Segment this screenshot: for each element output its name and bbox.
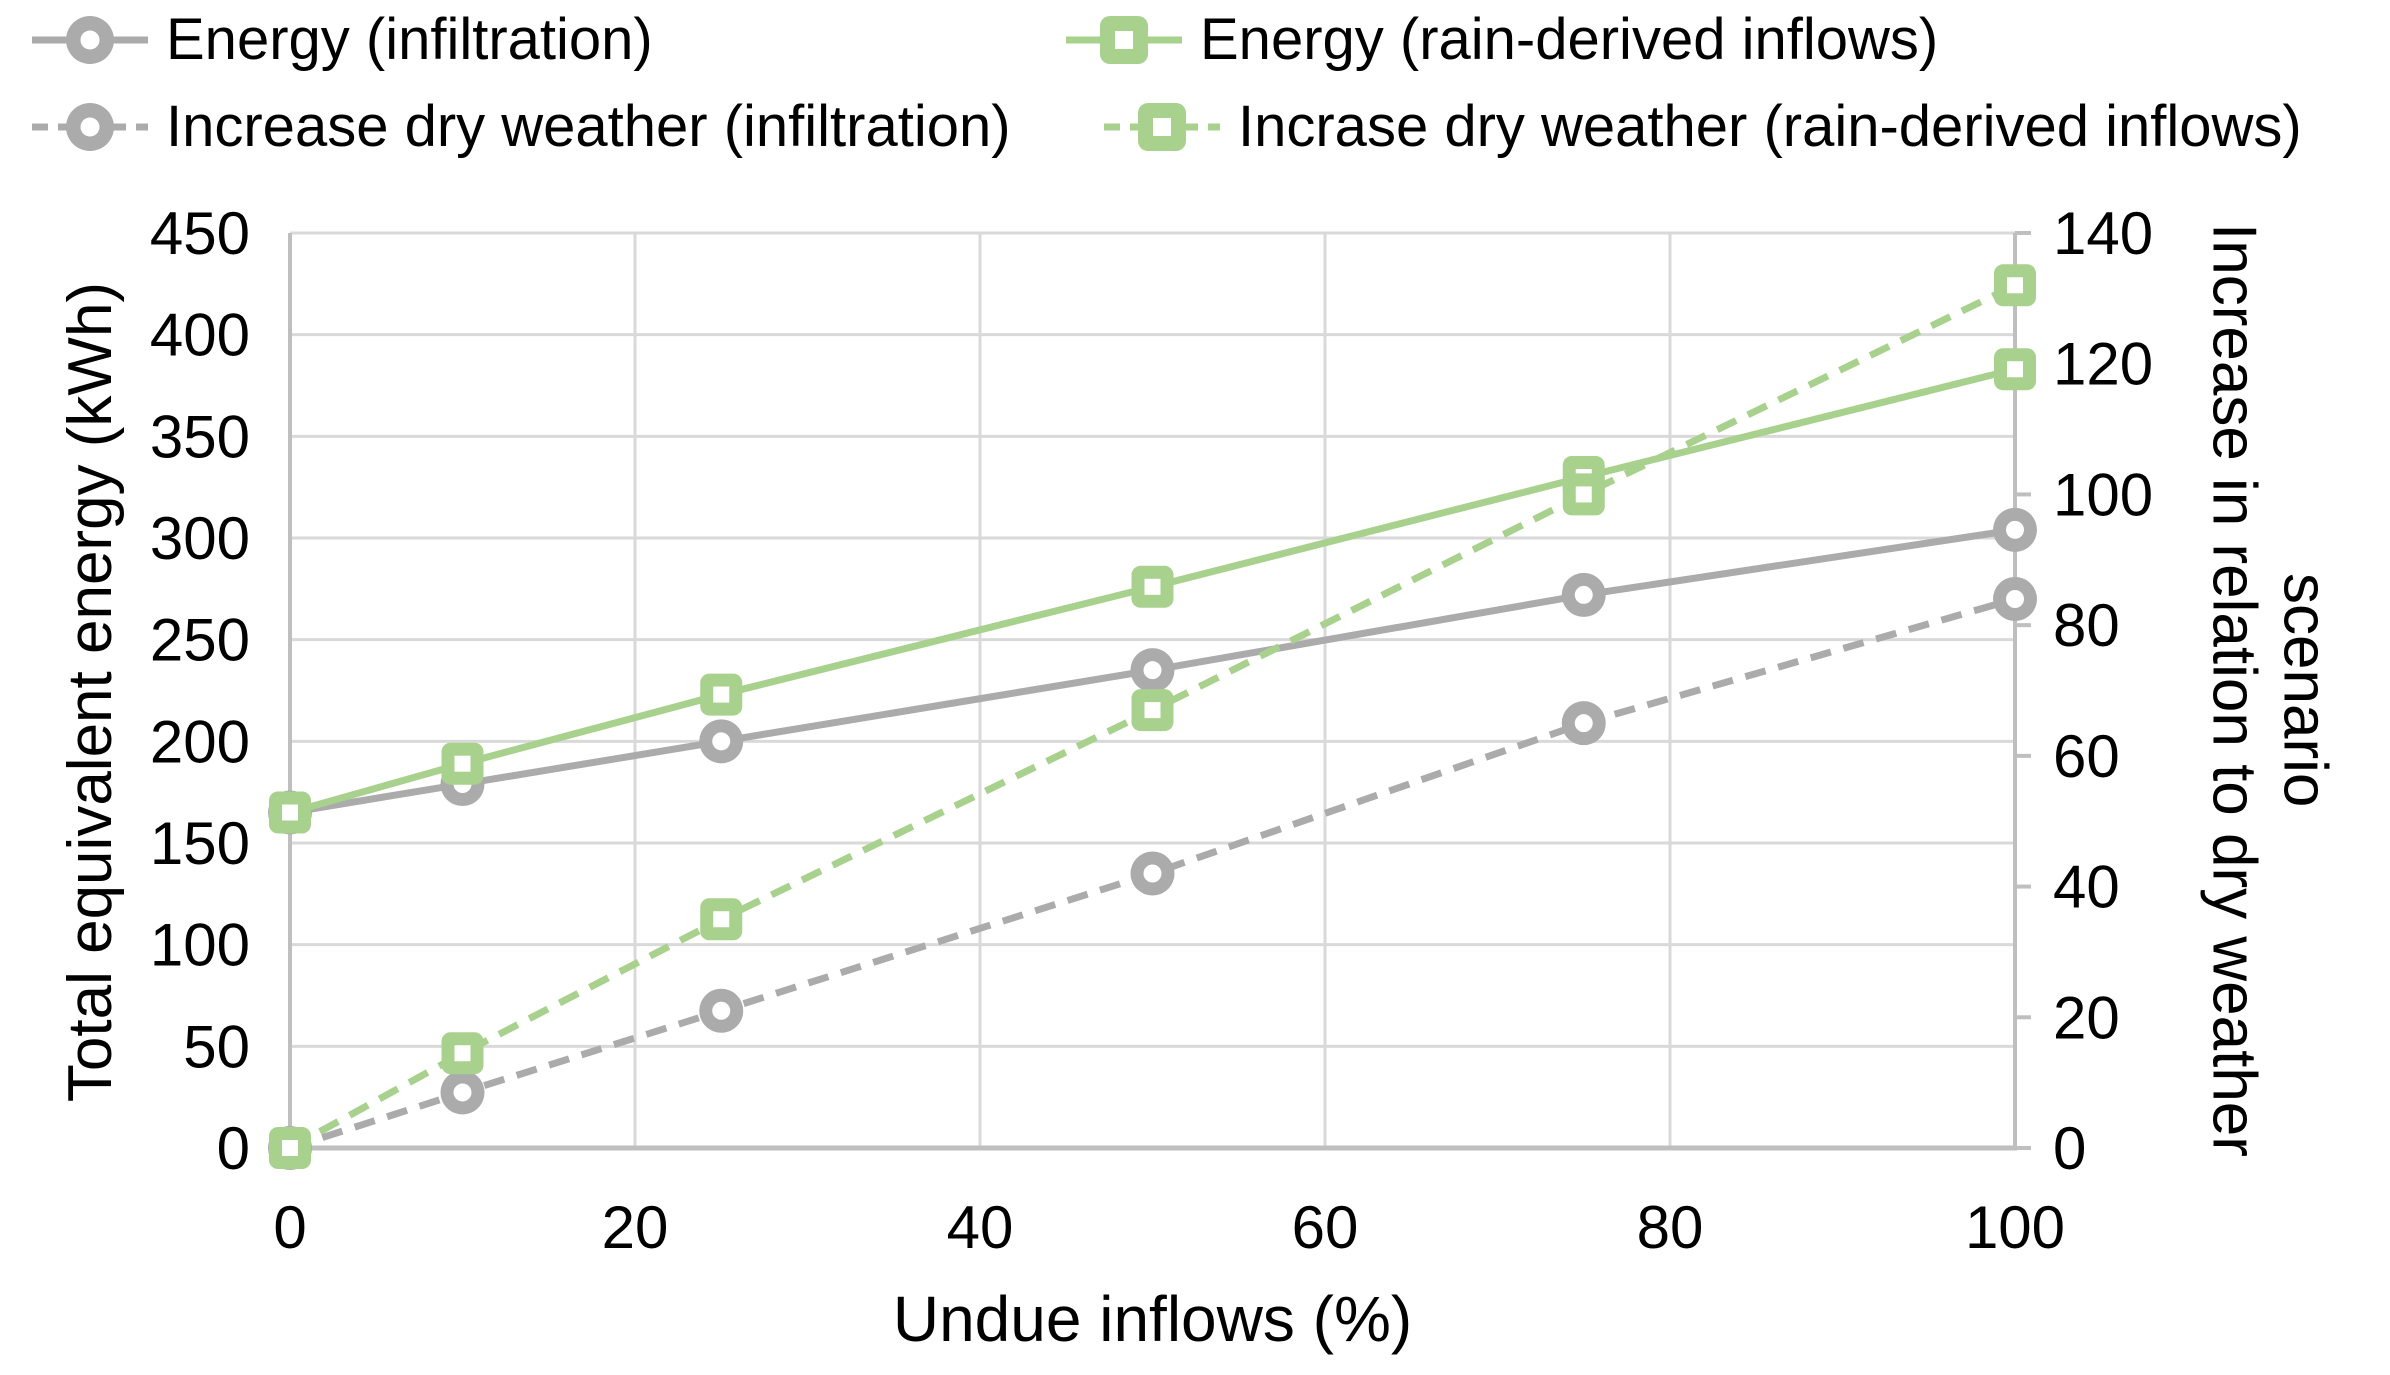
right-axis-title-line: Increase in relation to dry weather — [2199, 223, 2269, 1157]
marker-hole — [1574, 714, 1593, 733]
left-axis-tick-label: 400 — [150, 302, 250, 369]
right-axis-title-line: scenario — [2270, 572, 2340, 808]
x-axis-tick-label: 20 — [602, 1194, 669, 1261]
series-energy-infiltration — [268, 507, 2037, 835]
marker-hole — [2007, 277, 2023, 294]
series-line-increase-dry-weather-infiltration — [288, 595, 2016, 1152]
legend-label: Energy (rain-derived inflows) — [1200, 7, 1939, 72]
x-axis-tick-label: 40 — [947, 1194, 1014, 1261]
left-axis-tick-label: 250 — [150, 607, 250, 674]
marker-hole — [713, 911, 730, 928]
legend-item-energy-infiltration: Energy (infiltration) — [28, 5, 653, 75]
left-axis-tick-label: 0 — [217, 1115, 250, 1182]
legend-label: Incrase dry weather (rain-derived inflow… — [1238, 94, 2302, 159]
legend-label: Energy (infiltration) — [166, 7, 653, 72]
left-axis-tick-label: 150 — [150, 810, 250, 877]
marker-hole — [2006, 520, 2024, 539]
marker-hole — [2006, 590, 2024, 608]
legend-label: Increase dry weather (infiltration) — [166, 94, 1011, 159]
legend-item-increase-dry-weather-infiltration: Increase dry weather (infiltration) — [28, 92, 1011, 162]
marker-hole — [454, 1045, 471, 1062]
chart-legend: Energy (infiltration) Energy (rain-derive… — [0, 0, 2390, 180]
right-axis-tick-label: 140 — [2053, 200, 2153, 267]
series-energy-rain-derived-inflows — [269, 348, 2036, 834]
x-axis-title: Undue inflows (%) — [892, 1283, 1413, 1355]
marker-hole — [713, 686, 730, 703]
marker-hole — [1144, 578, 1161, 595]
marker-hole — [2007, 361, 2023, 378]
legend-item-increase-dry-weather-rain-derived-inflows: Incrase dry weather (rain-derived inflow… — [1100, 92, 2302, 162]
marker-hole — [1575, 486, 1592, 503]
marker-hole — [712, 732, 731, 751]
marker-hole — [1143, 661, 1162, 680]
series-line-increase-dry-weather-rain-derived-inflows — [288, 282, 2017, 1152]
marker-hole — [1574, 585, 1593, 604]
marker-hole — [282, 1140, 298, 1156]
right-axis-tick-label: 120 — [2053, 331, 2153, 398]
series-line-energy-infiltration — [289, 526, 2016, 816]
right-axis-tick-label: 20 — [2053, 984, 2120, 1051]
marker-hole — [712, 1001, 731, 1020]
right-axis-tick-label: 0 — [2053, 1115, 2086, 1182]
right-axis-tick-label: 100 — [2053, 461, 2153, 528]
left-axis-tick-label: 100 — [150, 912, 250, 979]
series-line-energy-rain-derived-inflows — [289, 365, 2016, 816]
x-axis-tick-label: 0 — [273, 1194, 306, 1261]
left-axis-tick-label: 300 — [150, 505, 250, 572]
marker-hole — [1144, 702, 1161, 719]
x-axis-tick-label: 80 — [1637, 1194, 1704, 1261]
marker-hole — [282, 804, 298, 821]
legend-item-energy-rain-derived-inflows: Energy (rain-derived inflows) — [1062, 5, 1938, 75]
x-axis-tick-label: 100 — [1965, 1194, 2065, 1261]
x-axis-tick-label: 60 — [1292, 1194, 1359, 1261]
right-axis-tick-label: 60 — [2053, 723, 2120, 790]
left-axis-tick-label: 200 — [150, 708, 250, 775]
series-increase-dry-weather-rain-derived-inflows — [269, 264, 2036, 1169]
legend-circle-marker-icon — [32, 16, 148, 64]
left-axis-tick-label: 50 — [183, 1013, 250, 1080]
marker-hole — [454, 755, 471, 772]
right-axis-title: Increase in relation to dry weather scena… — [2198, 220, 2378, 1160]
legend-square-marker-icon — [1104, 103, 1220, 151]
right-axis-tick-label: 40 — [2053, 854, 2120, 921]
left-axis-tick-label: 450 — [150, 200, 250, 267]
left-axis-tick-label: 350 — [150, 403, 250, 470]
marker-hole — [1143, 864, 1162, 883]
legend-square-marker-icon — [1066, 16, 1182, 64]
right-axis-tick-label: 80 — [2053, 592, 2120, 659]
marker-hole — [453, 1083, 472, 1102]
legend-circle-marker-icon — [32, 103, 148, 151]
